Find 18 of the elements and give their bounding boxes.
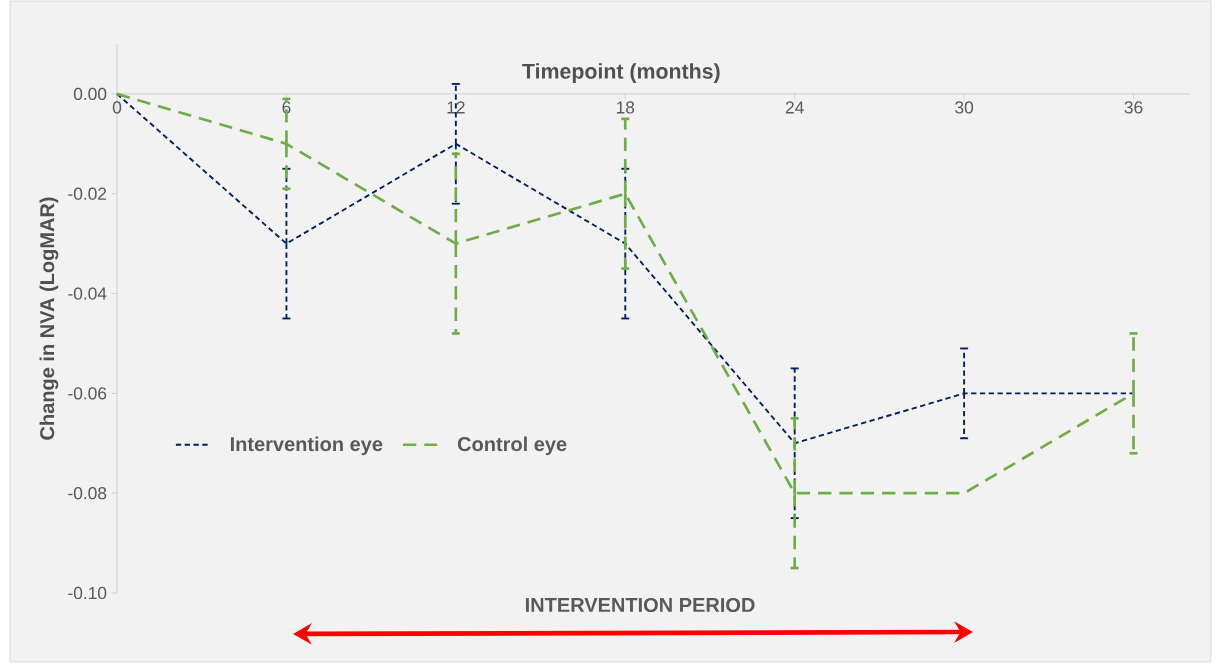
text: INTERVENTION PERIOD	[525, 597, 755, 613]
legend-label: Control eye	[457, 436, 567, 456]
x-tick-label: 36	[1124, 101, 1143, 114]
x-tick-label: 12	[447, 101, 465, 114]
x-axis-title: Timepoint (months)	[522, 63, 720, 84]
y-tick-label: 0.00	[73, 87, 107, 101]
legend-label: Intervention eye	[230, 436, 383, 456]
x-tick-label: 6	[282, 101, 291, 114]
y-tick-label: -0.06	[68, 387, 107, 400]
y-tick-label: -0.08	[68, 487, 107, 500]
y-tick-label: -0.10	[68, 586, 107, 600]
x-tick-label: 24	[785, 101, 804, 114]
x-tick-label: 0	[112, 101, 122, 114]
y-tick-label: -0.04	[68, 287, 107, 300]
y-axis-title: Change in NVA (LogMAR)	[39, 197, 59, 440]
x-tick-label: 18	[616, 101, 635, 114]
y-tick-label: -0.02	[68, 187, 107, 200]
x-tick-label: 30	[955, 101, 974, 114]
